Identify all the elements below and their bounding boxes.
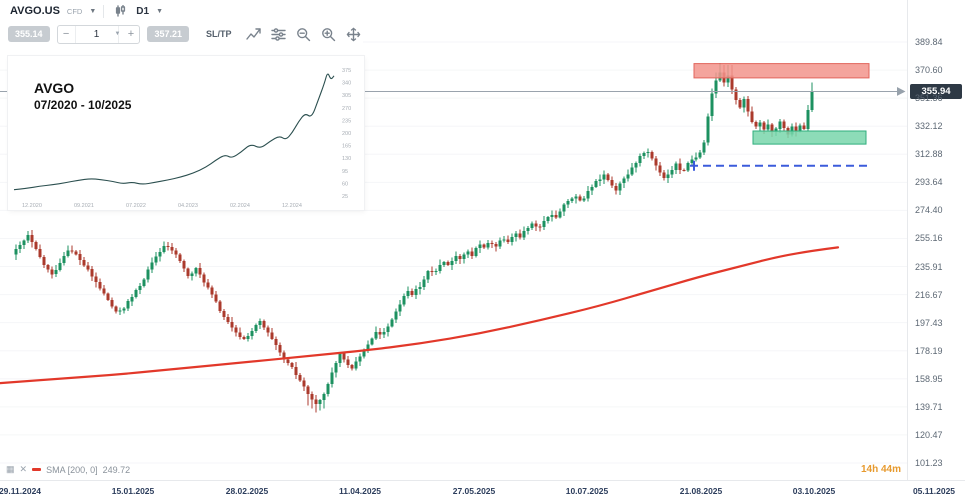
volume-caret-icon[interactable]: ▼ [114, 31, 121, 37]
inset-y-label: 95 [342, 169, 348, 175]
trend-line-tool-icon[interactable] [245, 25, 263, 43]
time-axis-label: 15.01.2025 [111, 486, 155, 496]
current-price-badge: 355.94 [910, 83, 962, 99]
sell-price-button[interactable]: 355.14 [8, 26, 50, 42]
price-axis-label: 101.23 [915, 457, 943, 468]
time-axis-label: 10.07.2025 [565, 486, 609, 496]
inset-y-label: 60 [342, 181, 348, 187]
sltp-button[interactable]: SL/TP [200, 28, 238, 40]
support-zone[interactable] [752, 130, 867, 145]
resistance-zone[interactable] [693, 63, 870, 79]
inset-y-label: 130 [342, 156, 351, 162]
symbol-label[interactable]: AVGO.US [10, 5, 60, 17]
inset-y-label: 340 [342, 81, 351, 87]
inset-y-label: 305 [342, 93, 351, 99]
inset-y-label: 165 [342, 144, 351, 150]
zoom-out-icon[interactable] [295, 25, 313, 43]
inset-x-label: 04.2023 [178, 203, 198, 209]
volume-stepper: − 1 ▼ + [56, 24, 141, 44]
zoom-in-icon[interactable] [320, 25, 338, 43]
inset-x-label: 09.2021 [74, 203, 94, 209]
inset-x-label: 12.2024 [282, 203, 302, 209]
sma-label: SMA [200, 0] [46, 464, 98, 475]
time-axis-label: 03.10.2025 [792, 486, 836, 496]
price-axis-label: 158.95 [915, 373, 943, 384]
move-crosshair-icon[interactable] [345, 25, 363, 43]
inset-x-label: 02.2024 [230, 203, 250, 209]
price-axis-label: 120.47 [915, 429, 943, 440]
price-axis-label: 235.91 [915, 261, 943, 272]
price-arrow-icon [897, 87, 906, 96]
inset-y-label: 375 [342, 68, 351, 74]
timeframe-selector[interactable]: D1 [136, 5, 150, 17]
price-axis-label: 332.12 [915, 121, 943, 132]
time-axis-label: 21.08.2025 [679, 486, 723, 496]
timeframe-caret-icon[interactable]: ▼ [156, 7, 164, 15]
time-axis-label: 29.11.2024 [0, 486, 42, 496]
indicator-settings-icon[interactable]: ▦ [6, 464, 15, 474]
buy-price-button[interactable]: 357.21 [147, 26, 190, 42]
inset-y-label: 235 [342, 118, 351, 124]
sma-line [0, 246, 840, 385]
inset-x-label: 12.2020 [22, 203, 42, 209]
market-countdown: 14h 44m [860, 464, 901, 475]
volume-increase-button[interactable]: + [122, 26, 139, 43]
indicators-icon[interactable] [270, 25, 288, 43]
time-axis[interactable]: 29.11.2024 15.01.2025 28.02.2025 11.04.2025… [0, 480, 965, 501]
sma-color-swatch [32, 468, 42, 471]
volume-decrease-button[interactable]: − [58, 26, 75, 43]
candlestick-type-icon[interactable] [111, 2, 129, 20]
inset-y-label: 200 [342, 131, 351, 137]
toolbar-divider [103, 4, 105, 18]
time-axis-label: 28.02.2025 [225, 486, 269, 496]
symbol-dropdown-caret-icon[interactable]: ▼ [89, 7, 97, 15]
inset-title: AVGO [34, 80, 75, 96]
price-axis-label: 312.88 [915, 149, 943, 160]
sma-legend: ▦ ✕ SMA [200, 0] 249.72 [6, 464, 130, 475]
price-axis-label: 293.64 [915, 177, 943, 188]
indicator-remove-icon[interactable]: ✕ [19, 464, 28, 474]
inset-line [13, 73, 335, 191]
inset-mini-chart: 375 340 305 270 235 200 165 130 95 60 25 12.2020 09.… [13, 68, 351, 209]
price-axis-label: 178.19 [915, 345, 943, 356]
inset-history-panel: 375 340 305 270 235 200 165 130 95 60 25 12.2020 09.… [8, 56, 364, 210]
inset-x-label: 07.2022 [126, 203, 146, 209]
volume-input[interactable]: 1 [74, 25, 119, 43]
price-axis-label: 274.40 [915, 205, 943, 216]
instrument-toolbar: AVGO.US CFD ▼ D1 ▼ [0, 0, 907, 22]
price-axis-label: 351.36 [915, 93, 943, 104]
inset-y-label: 25 [342, 194, 348, 200]
inset-y-label: 270 [342, 106, 351, 112]
time-axis-label: 05.11.2025 [912, 486, 956, 496]
sma-value: 249.72 [102, 464, 131, 475]
price-axis-label: 255.16 [915, 233, 943, 244]
time-axis-label: 11.04.2025 [338, 486, 382, 496]
order-toolbar: 355.14 − 1 ▼ + 357.21 SL/TP [0, 22, 363, 46]
instrument-type-label: CFD [66, 6, 83, 16]
price-axis-label: 216.67 [915, 289, 943, 300]
price-axis-label: 197.43 [915, 317, 943, 328]
inset-date-range: 07/2020 - 10/2025 [34, 98, 132, 112]
price-axis[interactable]: 355.94 389.84 370.60 351.36 332.12 312.88 293… [907, 0, 965, 481]
price-axis-label: 139.71 [915, 401, 943, 412]
price-axis-label: 389.84 [915, 37, 943, 47]
price-axis-label: 370.60 [915, 65, 943, 76]
time-axis-label: 27.05.2025 [452, 486, 496, 496]
